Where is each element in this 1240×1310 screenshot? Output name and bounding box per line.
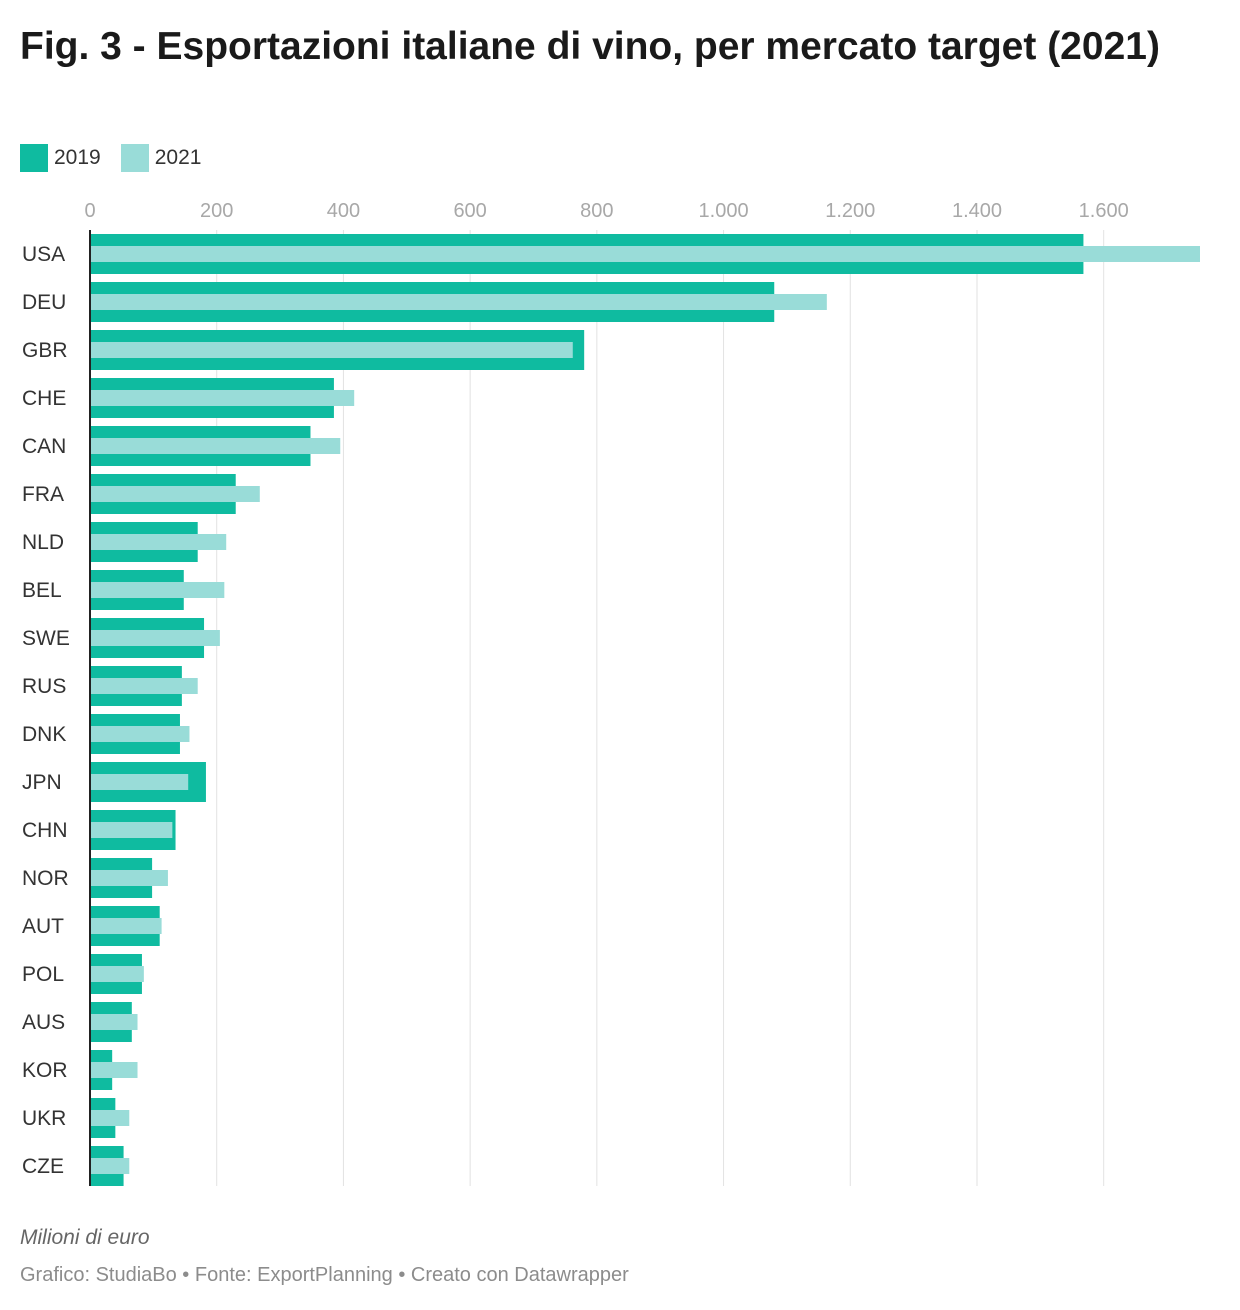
category-label: NOR [22, 867, 69, 890]
category-label: SWE [22, 627, 70, 650]
category-label: CZE [22, 1155, 64, 1178]
x-tick-label: 1.400 [952, 200, 1002, 222]
category-label: DEU [22, 291, 66, 314]
bar-2021 [90, 870, 168, 886]
bar-2021 [90, 822, 173, 838]
category-label: CHE [22, 387, 66, 410]
bar-2021 [90, 246, 1200, 262]
x-tick-label: 600 [453, 200, 486, 222]
bar-2021 [90, 438, 341, 454]
bar-2021 [90, 342, 573, 358]
x-tick-label: 800 [580, 200, 613, 222]
category-label: AUS [22, 1011, 65, 1034]
category-label: NLD [22, 531, 64, 554]
category-label: GBR [22, 339, 68, 362]
unit-note: Milioni di euro [20, 1226, 150, 1249]
category-label: RUS [22, 675, 66, 698]
bar-2021 [90, 966, 144, 982]
bar-2021 [90, 1062, 138, 1078]
category-label: UKR [22, 1107, 66, 1130]
category-label: KOR [22, 1059, 68, 1082]
legend-item-2021: 2021 [120, 144, 202, 172]
category-label: JPN [22, 771, 62, 794]
credits: Grafico: StudiaBo • Fonte: ExportPlannin… [20, 1264, 629, 1286]
category-label: CAN [22, 435, 66, 458]
bar-2021 [90, 534, 227, 550]
bar-chart: 0 200 400 600 800 1.000 1.200 1.400 1.600 USA DEU G… [22, 200, 1200, 1186]
category-label: USA [22, 243, 65, 266]
x-tick-label: 0 [84, 200, 95, 222]
legend-swatch-2021 [120, 144, 149, 172]
legend-label-2019: 2019 [54, 146, 101, 169]
category-label: POL [22, 963, 64, 986]
legend-swatch-2019 [20, 144, 48, 172]
category-label: DNK [22, 723, 66, 746]
bar-2021 [90, 294, 827, 310]
bar-2021 [90, 582, 225, 598]
bar-2021 [90, 630, 220, 646]
bar-2021 [90, 1110, 130, 1126]
bar-2021 [90, 390, 355, 406]
bar-2021 [90, 1014, 138, 1030]
bar-2021 [90, 774, 189, 790]
category-label: FRA [22, 483, 64, 506]
legend-item-2019: 2019 [20, 144, 101, 172]
chart-title: Fig. 3 - Esportazioni italiane di vino, … [20, 25, 1160, 68]
x-tick-label: 200 [200, 200, 233, 222]
legend: 2019 2021 [20, 144, 221, 172]
bar-2021 [90, 918, 162, 934]
bar-2021 [90, 1158, 130, 1174]
x-tick-label: 400 [327, 200, 360, 222]
bar-2021 [90, 486, 260, 502]
x-tick-label: 1.200 [825, 200, 875, 222]
category-label: AUT [22, 915, 64, 938]
bar-2021 [90, 726, 190, 742]
category-label: BEL [22, 579, 62, 602]
x-tick-label: 1.000 [699, 200, 749, 222]
x-tick-label: 1.600 [1079, 200, 1129, 222]
legend-label-2021: 2021 [154, 146, 202, 169]
category-label: CHN [22, 819, 68, 842]
bar-2021 [90, 678, 198, 694]
